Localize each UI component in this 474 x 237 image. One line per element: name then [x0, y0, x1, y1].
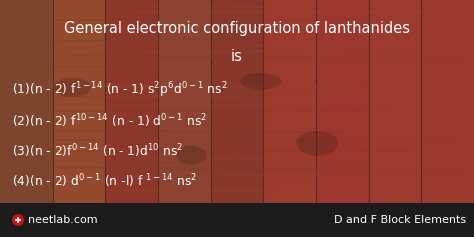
Bar — [316, 0, 369, 203]
Bar — [369, 0, 421, 203]
Ellipse shape — [297, 131, 338, 156]
Bar — [0, 203, 474, 237]
Ellipse shape — [240, 73, 281, 90]
Text: (1)(n - 2) f$^{1-14}$ (n - 1) s$^2$p$^6$d$^{0-1}$ ns$^2$: (1)(n - 2) f$^{1-14}$ (n - 1) s$^2$p$^6$… — [12, 81, 228, 100]
Bar — [210, 0, 264, 203]
Bar — [421, 0, 474, 203]
Ellipse shape — [53, 78, 91, 97]
Bar — [0, 0, 53, 203]
Bar — [105, 0, 158, 203]
Text: is: is — [231, 49, 243, 64]
Text: neetlab.com: neetlab.com — [28, 215, 98, 225]
Text: D and F Block Elements: D and F Block Elements — [334, 215, 466, 225]
Bar — [158, 0, 210, 203]
Text: (4)(n - 2) d$^{0-1}$ (n -l) f $^{1-14}$ ns$^2$: (4)(n - 2) d$^{0-1}$ (n -l) f $^{1-14}$ … — [12, 173, 197, 191]
Bar — [264, 0, 316, 203]
Text: General electronic configuration of lanthanides: General electronic configuration of lant… — [64, 21, 410, 36]
Ellipse shape — [176, 146, 207, 165]
Text: (3)(n - 2)f$^{0-14}$ (n - 1)d$^{10}$ ns$^2$: (3)(n - 2)f$^{0-14}$ (n - 1)d$^{10}$ ns$… — [12, 142, 183, 160]
Text: (2)(n - 2) f$^{10-14}$ (n - 1) d$^{0-1}$ ns$^2$: (2)(n - 2) f$^{10-14}$ (n - 1) d$^{0-1}$… — [12, 112, 207, 130]
Circle shape — [12, 214, 24, 226]
Bar — [53, 0, 105, 203]
